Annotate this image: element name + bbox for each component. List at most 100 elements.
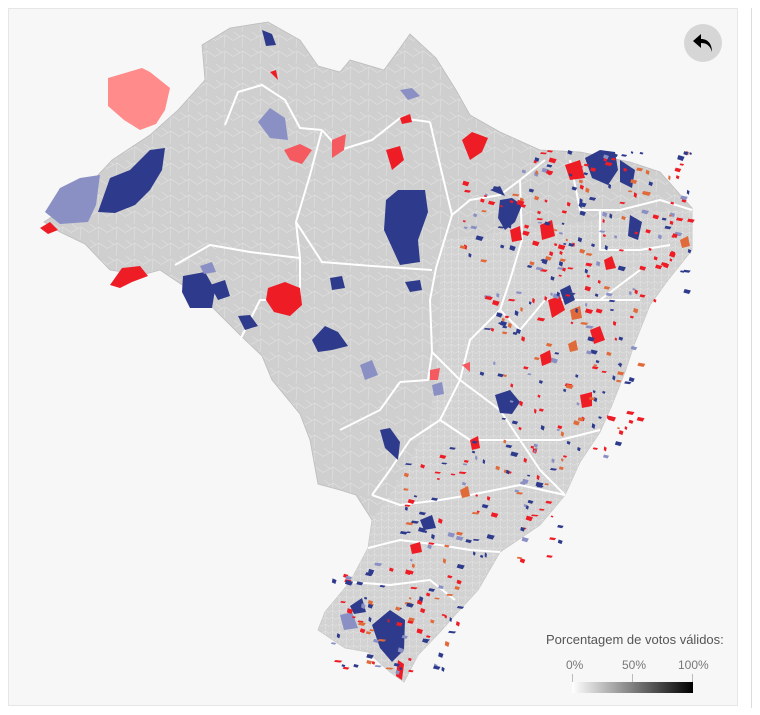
municipality-21[interactable] [545,256,552,261]
municipality-398[interactable] [397,647,405,654]
municipality-85[interactable] [584,285,592,292]
municipality-138[interactable] [535,266,544,271]
municipality-195[interactable] [563,455,568,458]
municipality-144[interactable] [568,242,574,247]
municipality-444[interactable] [331,578,337,585]
municipality-122[interactable] [554,243,558,247]
municipality-194[interactable] [614,337,618,341]
municipality-37[interactable] [585,262,593,267]
municipality-362[interactable] [441,462,448,465]
municipality-247[interactable] [518,426,522,431]
municipality-14[interactable] [645,169,650,175]
municipality-414[interactable] [366,653,374,659]
municipality-117[interactable] [686,189,690,195]
municipality-146[interactable] [634,231,639,235]
municipality-477[interactable] [497,226,505,229]
municipality-136[interactable] [664,225,672,230]
municipality-298[interactable] [533,443,539,448]
municipality-163[interactable] [617,371,625,376]
municipality-452[interactable] [368,568,375,574]
municipality-258[interactable] [575,374,579,378]
municipality-286[interactable] [523,457,528,463]
municipality-147[interactable] [563,242,567,246]
municipality-127[interactable] [544,295,548,302]
municipality-103[interactable] [657,234,663,240]
municipality-480[interactable] [470,225,478,230]
municipality-132[interactable] [634,289,638,295]
municipality-10[interactable] [648,247,652,251]
light-blue-municipalities[interactable] [45,88,444,630]
municipality-203[interactable] [511,420,519,425]
small-municipalities[interactable] [330,150,695,675]
municipality-96[interactable] [680,195,688,201]
municipality-291[interactable] [549,468,558,471]
municipality-189[interactable] [540,424,545,431]
municipality-435[interactable] [368,616,372,623]
municipality-295[interactable] [431,497,439,501]
municipality-339[interactable] [521,537,529,543]
municipality-152[interactable] [608,183,612,190]
municipality-79[interactable] [557,267,564,270]
municipality-312[interactable] [449,446,456,450]
municipality-246[interactable] [497,373,504,378]
municipality-351[interactable] [544,483,550,486]
municipality-348[interactable] [405,522,414,526]
municipality-331[interactable] [510,451,519,457]
municipality-469[interactable] [459,245,466,250]
municipality-399[interactable] [356,581,364,586]
municipality-63[interactable] [571,186,578,191]
municipality-368[interactable] [523,504,527,508]
municipality-439[interactable] [353,663,359,668]
municipality-436[interactable] [389,645,395,651]
municipality-23[interactable] [522,230,530,236]
municipality-350[interactable] [486,495,491,501]
municipality-257[interactable] [628,377,635,383]
municipality-168[interactable] [490,327,495,332]
municipality-99[interactable] [549,251,554,257]
municipality-449[interactable] [446,593,454,597]
municipality-112[interactable] [561,222,565,225]
municipality-36[interactable] [593,161,602,166]
municipality-263[interactable] [510,383,514,388]
municipality-358[interactable] [495,465,501,471]
municipality-109[interactable] [546,164,553,168]
municipality-268[interactable] [577,446,581,452]
municipality-425[interactable] [411,563,415,569]
municipality-262[interactable] [618,336,624,341]
municipality-209[interactable] [566,440,571,445]
municipality-155[interactable] [544,221,551,226]
municipality-179[interactable] [493,361,496,366]
municipality-450[interactable] [381,618,390,622]
municipality-441[interactable] [365,631,372,635]
municipality-267[interactable] [608,299,616,303]
municipality-466[interactable] [509,245,516,252]
municipality-190[interactable] [628,419,634,424]
municipality-27[interactable] [537,221,543,224]
municipality-360[interactable] [557,524,564,529]
municipality-325[interactable] [475,455,478,461]
municipality-55[interactable] [639,294,646,298]
municipality-26[interactable] [546,150,554,153]
municipality-366[interactable] [444,544,450,548]
municipality-89[interactable] [685,243,690,247]
municipality-434[interactable] [389,567,394,572]
municipality-176[interactable] [608,415,617,422]
municipality-413[interactable] [408,597,412,600]
municipality-379[interactable] [352,616,356,619]
municipality-206[interactable] [592,447,599,450]
municipality-29[interactable] [627,190,633,193]
municipality-400[interactable] [342,666,350,670]
municipality-472[interactable] [488,200,496,206]
municipality-418[interactable] [371,660,376,665]
municipality-197[interactable] [616,379,622,383]
municipality-253[interactable] [591,423,596,430]
municipality-363[interactable] [525,504,529,510]
municipality-80[interactable] [536,218,544,221]
municipality-384[interactable] [385,667,394,670]
municipality-420[interactable] [393,662,400,667]
municipality-274[interactable] [515,291,523,295]
municipality-64[interactable] [618,249,625,252]
municipality-326[interactable] [506,469,510,475]
municipality-46[interactable] [529,261,535,266]
municipality-265[interactable] [626,410,635,415]
